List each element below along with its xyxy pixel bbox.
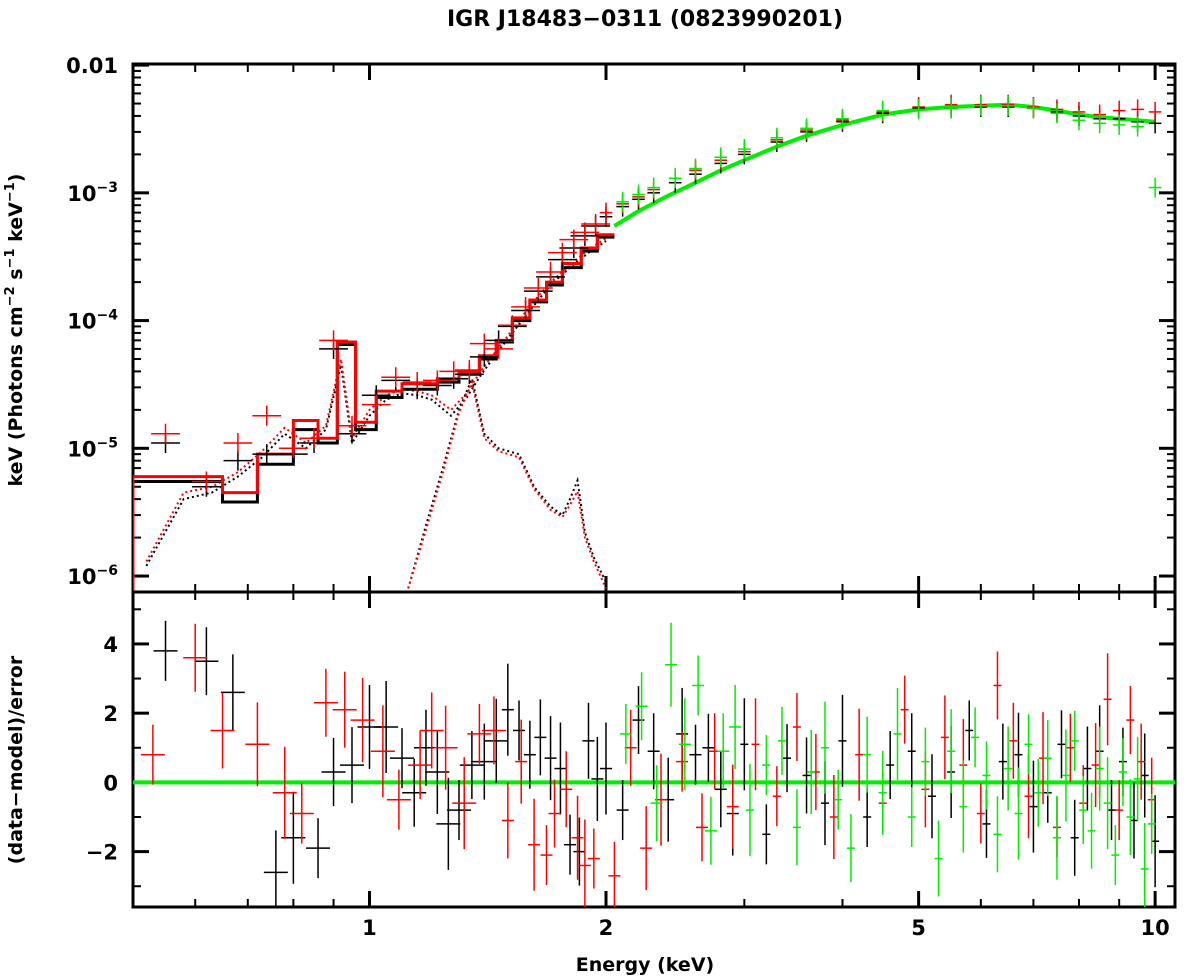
- residuals-layer: [133, 620, 1175, 907]
- y-tick-label: 0.01: [66, 54, 118, 78]
- y-tick-label: −2: [86, 841, 118, 865]
- chart-title: IGR J18483−0311 (0823990201): [447, 7, 843, 32]
- y-tick-label: 2: [103, 702, 118, 726]
- spectrum-panel: 0.01 10−3 10−4 10−5 10−6: [66, 54, 1177, 594]
- x-axis-label: Energy (keV): [576, 954, 714, 976]
- y-tick-label: 10−4: [67, 308, 118, 334]
- x-tick-label: 2: [599, 916, 614, 940]
- residuals-panel: 1 2 5 10 4 2 0 −2: [86, 590, 1177, 940]
- spectrum-frame: [131, 62, 1177, 594]
- y-tick-label: 4: [103, 633, 118, 657]
- residuals-frame: [131, 590, 1177, 909]
- spectrum-layer: [133, 94, 1162, 592]
- y-axis-label-spectrum: keV (Photons cm−2 s−1 keV−1): [3, 174, 27, 487]
- x-tick-label: 10: [1141, 916, 1170, 940]
- red-comp-2-dotted-component: [407, 378, 607, 589]
- y-tick-label: 10−5: [67, 435, 118, 461]
- y-tick-label: 10−6: [67, 563, 118, 589]
- y-axis-label-residuals: (data−model)/error: [5, 655, 27, 864]
- x-tick-label: 1: [362, 916, 377, 940]
- x-tick-label: 5: [911, 916, 926, 940]
- y-tick-label: 10−3: [67, 180, 118, 206]
- y-tick-label: 0: [103, 771, 118, 795]
- black-comp-2-dotted-component: [407, 375, 607, 589]
